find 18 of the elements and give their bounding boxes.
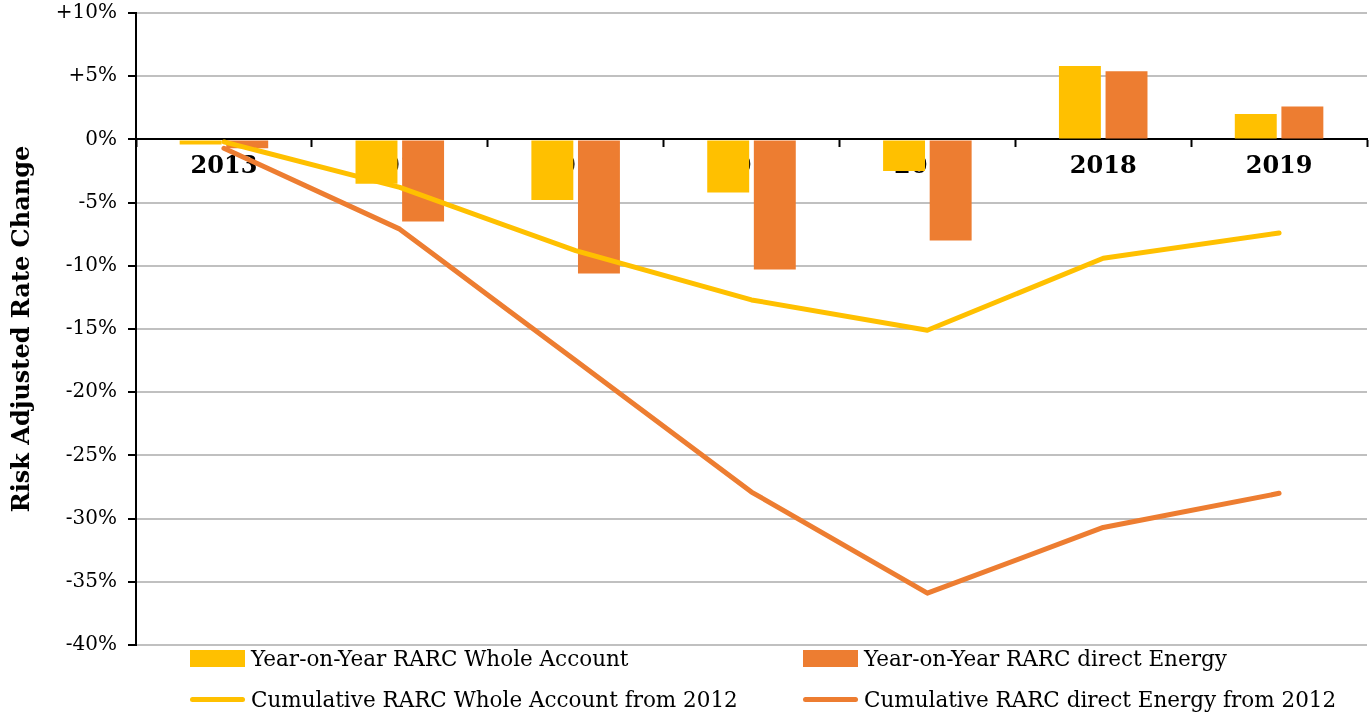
y-tick-label: 0%: [85, 125, 118, 150]
y-tick-label: -40%: [65, 631, 118, 656]
y-tick-label: -35%: [65, 568, 118, 592]
y-tick-label: -30%: [65, 504, 118, 529]
legend-label: Year-on-Year RARC direct Energy: [864, 646, 1227, 671]
x-tick-label: 2018: [1069, 150, 1137, 180]
y-tick-label: -10%: [65, 252, 118, 276]
y-tick-label: -5%: [78, 188, 118, 213]
x-tick-label: 2019: [1245, 150, 1313, 180]
y-tick-label: -20%: [65, 378, 118, 403]
legend-label: Cumulative RARC Whole Account from 2012: [251, 687, 738, 712]
y-tick-label: +5%: [68, 62, 118, 87]
legend-label: Year-on-Year RARC Whole Account: [251, 646, 629, 671]
y-axis-title: Risk Adjusted Rate Change: [5, 145, 35, 513]
y-tick-label: -15%: [65, 315, 118, 340]
y-tick-label: -25%: [65, 441, 118, 466]
y-tick-label: +10%: [55, 0, 118, 24]
legend-label: Cumulative RARC direct Energy from 2012: [864, 687, 1337, 712]
